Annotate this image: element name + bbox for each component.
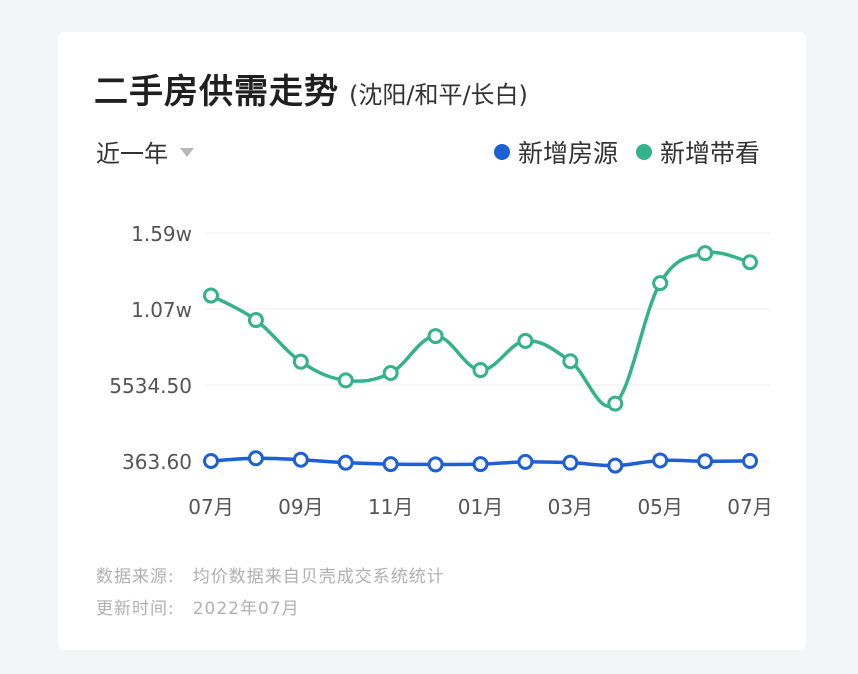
data-point xyxy=(562,353,579,370)
series-layer xyxy=(203,245,758,474)
y-tick-label: 363.60 xyxy=(122,450,192,474)
data-point xyxy=(247,450,264,467)
legend-label: 新增房源 xyxy=(517,139,618,168)
x-axis-ticks: 07月 09月 11月 01月 03月 05月 07月 xyxy=(188,495,772,519)
page-subtitle: (沈阳/和平/长白) xyxy=(349,81,528,109)
update-time-note: 更新时间: 2022年07月 xyxy=(96,594,300,619)
data-point xyxy=(247,312,264,329)
data-point xyxy=(472,362,489,379)
x-tick-label: 03月 xyxy=(548,495,593,519)
data-point xyxy=(697,245,714,262)
update-time-value: 2022年07月 xyxy=(192,599,300,619)
series-line-viewings xyxy=(210,250,751,408)
legend-item-listings[interactable]: 新增房源 xyxy=(493,134,618,170)
data-point xyxy=(742,254,758,271)
data-point xyxy=(292,353,309,370)
legend-item-viewings[interactable]: 新增带看 xyxy=(635,134,760,170)
data-point xyxy=(203,453,219,469)
data-point xyxy=(427,456,444,473)
data-point xyxy=(652,275,669,292)
page-title: 二手房供需走势 xyxy=(94,72,339,112)
x-tick-label: 09月 xyxy=(278,495,323,519)
chart-legend: 新增房源 新增带看 xyxy=(493,134,760,170)
time-range-label: 近一年 xyxy=(96,140,168,168)
x-tick-label: 07月 xyxy=(727,495,772,519)
data-point xyxy=(337,454,354,471)
legend-dot-icon xyxy=(635,144,652,160)
data-point xyxy=(427,328,444,345)
data-point xyxy=(517,332,534,349)
legend-label: 新增带看 xyxy=(659,139,760,168)
data-point xyxy=(607,457,624,474)
data-point xyxy=(337,372,354,389)
data-point xyxy=(562,454,579,471)
update-time-key: 更新时间: xyxy=(96,599,175,619)
data-source-key: 数据来源: xyxy=(96,567,175,587)
data-source-note: 数据来源: 均价数据来自贝壳成交系统统计 xyxy=(96,562,445,587)
legend-dot-icon xyxy=(493,144,510,160)
data-point xyxy=(382,456,399,473)
data-point xyxy=(472,456,489,473)
x-tick-label: 07月 xyxy=(188,495,233,519)
grid-lines xyxy=(205,232,770,462)
data-point xyxy=(652,452,669,469)
x-tick-label: 11月 xyxy=(368,495,413,519)
caret-down-icon xyxy=(180,148,194,157)
y-axis-ticks: 1.59w 1.07w 5534.50 363.60 xyxy=(109,222,192,474)
time-range-dropdown[interactable]: 近一年 xyxy=(96,134,194,169)
title-row: 二手房供需走势 (沈阳/和平/长白) xyxy=(94,64,528,113)
data-point xyxy=(697,453,714,470)
x-tick-label: 05月 xyxy=(637,495,682,519)
y-tick-label: 1.59w xyxy=(131,222,192,246)
data-point xyxy=(382,365,399,382)
data-point xyxy=(742,452,758,469)
data-source-value: 均价数据来自贝壳成交系统统计 xyxy=(192,567,445,587)
data-point xyxy=(292,451,309,468)
y-tick-label: 5534.50 xyxy=(109,374,192,398)
data-point xyxy=(607,395,624,412)
x-tick-label: 01月 xyxy=(458,495,503,519)
y-tick-label: 1.07w xyxy=(131,298,192,322)
data-point xyxy=(203,287,219,304)
data-point xyxy=(517,453,534,470)
